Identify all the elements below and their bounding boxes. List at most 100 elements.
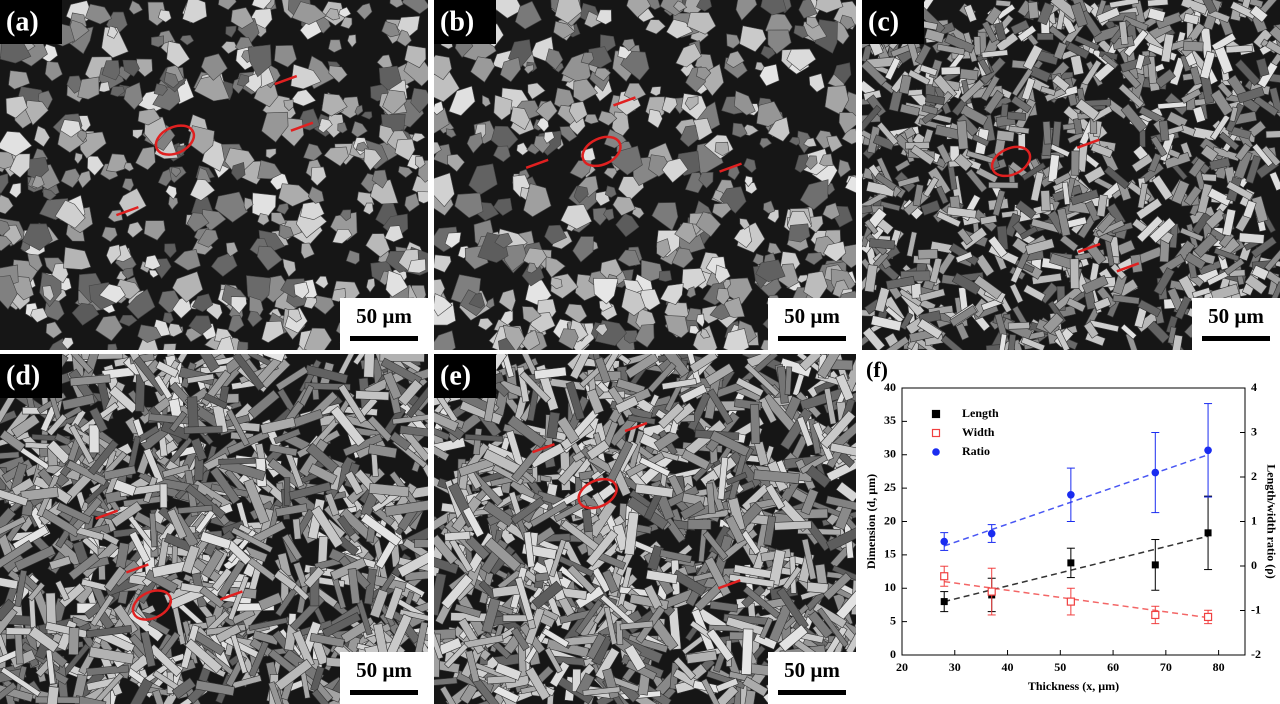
crystal [844, 175, 856, 194]
crystal [837, 159, 851, 178]
crystal [101, 60, 121, 81]
crystal [679, 500, 706, 521]
crystal [701, 678, 727, 704]
point [1203, 612, 1213, 622]
crystal [744, 175, 753, 188]
crystal [360, 111, 373, 120]
crystal [59, 119, 82, 138]
crystal [696, 66, 712, 81]
crystal [1209, 114, 1231, 141]
x-axis-label: Thickness (x, µm) [1028, 679, 1119, 693]
crystal [444, 531, 471, 542]
crystal [556, 416, 580, 444]
highlight-arrow [624, 421, 648, 433]
point [987, 529, 996, 538]
crystal [1137, 182, 1149, 209]
crystal [833, 62, 852, 85]
legend-label: Ratio [962, 444, 990, 458]
crystal [231, 607, 256, 625]
crystal [74, 152, 83, 165]
crystal [981, 20, 998, 43]
crystal [155, 360, 180, 378]
crystal [1066, 41, 1090, 60]
highlight-arrow [125, 563, 149, 574]
crystal [553, 499, 588, 523]
crystal [1218, 131, 1240, 151]
crystal [862, 104, 882, 132]
highlight-ellipse [990, 145, 1032, 178]
crystal [917, 318, 943, 340]
crystal [806, 581, 829, 594]
crystal [283, 99, 294, 112]
crystal [270, 212, 287, 226]
crystal [168, 196, 179, 210]
crystal [712, 202, 732, 219]
crystal [68, 552, 101, 581]
crystal [1157, 101, 1187, 110]
crystal [278, 183, 314, 207]
crystal [594, 356, 612, 384]
crystal [268, 681, 286, 704]
crystal [519, 370, 551, 404]
crystal [560, 519, 600, 552]
crystal [484, 537, 522, 572]
crystal [645, 569, 678, 585]
crystal [1120, 323, 1138, 340]
crystal [201, 548, 225, 579]
crystal [282, 258, 297, 278]
crystal [874, 286, 890, 313]
crystal [1264, 247, 1280, 272]
crystal [399, 425, 428, 439]
crystal [755, 259, 786, 283]
crystal [661, 157, 689, 184]
crystal [1112, 294, 1140, 305]
crystal [384, 586, 404, 621]
crystal [614, 395, 639, 414]
crystal [804, 155, 818, 170]
crystal [385, 269, 409, 298]
crystal [955, 322, 970, 341]
crystal [404, 570, 428, 582]
crystal [603, 208, 615, 221]
panel-label: (e) [440, 360, 471, 391]
crystal [984, 6, 1002, 26]
crystal [597, 110, 618, 126]
crystal [523, 531, 535, 568]
crystal [709, 302, 731, 321]
crystal [135, 146, 156, 171]
crystal [1040, 190, 1051, 212]
crystal [782, 566, 802, 591]
crystal [444, 232, 462, 249]
y-tick-label: 40 [884, 380, 896, 394]
crystal [1191, 211, 1212, 235]
crystal [624, 644, 647, 672]
crystal [804, 252, 823, 266]
crystal [121, 178, 135, 192]
crystal [434, 410, 460, 432]
crystal [493, 197, 513, 216]
crystal [955, 251, 974, 264]
crystal [257, 213, 270, 226]
crystal [292, 561, 309, 588]
highlight-ellipse [154, 124, 196, 156]
highlight-arrow [115, 205, 139, 217]
crystal [940, 334, 966, 350]
crystal [531, 580, 564, 610]
crystal [808, 73, 825, 93]
crystal [261, 320, 285, 343]
crystal [368, 482, 410, 498]
point [1204, 529, 1212, 537]
crystal [696, 0, 712, 12]
crystal [1180, 0, 1209, 15]
crystal [45, 649, 56, 685]
crystal [1200, 0, 1218, 15]
crystal [564, 303, 588, 324]
crystal [603, 606, 618, 646]
crystal [800, 488, 819, 516]
crystal [659, 549, 693, 564]
legend-marker [931, 428, 941, 438]
crystal [465, 650, 480, 683]
crystal [899, 103, 921, 117]
crystal [318, 118, 333, 134]
crystal [148, 618, 171, 636]
